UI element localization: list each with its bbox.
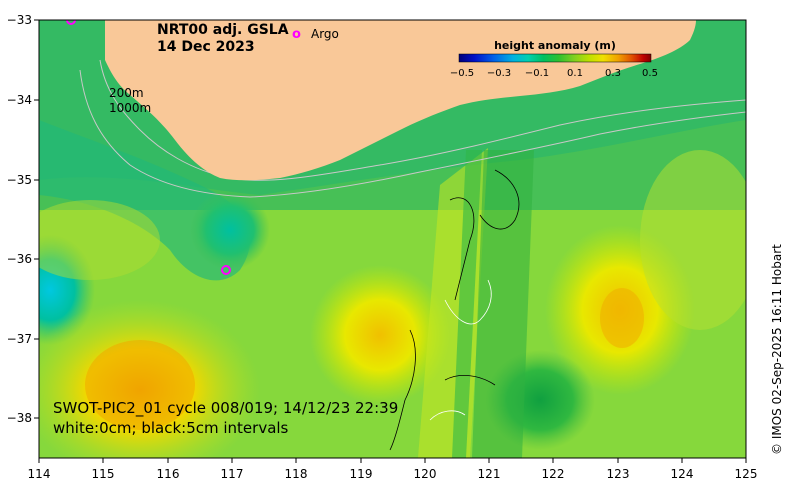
y-tick-label: −37 [7,332,32,346]
swot-contour-legend: white:0cm; black:5cm intervals [53,419,289,437]
x-axis: 114 115 116 117 118 119 120 121 122 123 … [28,458,758,481]
y-tick-label: −36 [7,252,32,266]
depth-label-200m: 200m [109,86,144,100]
x-tick-label: 118 [285,467,308,481]
y-tick-label: −35 [7,173,32,187]
x-tick-label: 121 [478,467,501,481]
y-tick-label: −38 [7,411,32,425]
y-tick-label: −34 [7,93,32,107]
x-tick-label: 115 [92,467,115,481]
x-tick-label: 125 [735,467,758,481]
x-tick-label: 120 [414,467,437,481]
swot-pass-label: SWOT-PIC2_01 cycle 008/019; 14/12/23 22:… [53,399,398,418]
plot-frame [38,19,747,459]
argo-float-marker [221,265,231,275]
y-axis: −33 −34 −35 −36 −37 −38 [7,13,39,425]
product-title: NRT00 adj. GSLA [157,22,289,38]
x-tick-label: 124 [671,467,694,481]
teal-eddy [190,190,270,270]
warm-eddy-central [310,265,450,405]
imos-credit: © IMOS 02-Sep-2025 16:11 Hobart [770,244,784,455]
x-tick-label: 116 [157,467,180,481]
colorbar-tick: 0.3 [605,68,621,79]
contour-200m [99,59,746,181]
x-tick-label: 117 [221,467,244,481]
warm-eddy-core [85,340,195,430]
y-tick-label: −33 [7,13,32,27]
plot-area [39,20,746,458]
colorbar-title: height anomaly (m) [494,39,616,52]
colorbar: height anomaly (m) −0.5 −0.3 −0.1 0.1 0.… [450,39,658,79]
argo-float-marker [66,20,76,25]
x-tick-label: 119 [350,467,373,481]
date-title: 14 Dec 2023 [157,39,255,55]
yellow-band-east [640,150,746,330]
colorbar-gradient [458,53,652,63]
x-tick-label: 123 [607,467,630,481]
depth-label-1000m: 1000m [109,101,151,115]
swot-swath [389,148,534,458]
x-tick-label: 114 [28,467,51,481]
colorbar-tick: −0.3 [487,68,511,79]
contour-1000m [79,69,746,198]
argo-legend-icon: o [292,27,301,42]
argo-legend-label: Argo [311,27,339,41]
colorbar-tick: −0.1 [525,68,549,79]
yellow-band-west [39,200,160,280]
warm-eddy-east-core [600,288,644,348]
colorbar-tick: −0.5 [450,68,474,79]
colorbar-tick: 0.1 [567,68,583,79]
colorbar-tick: 0.5 [642,68,658,79]
x-tick-label: 122 [542,467,565,481]
